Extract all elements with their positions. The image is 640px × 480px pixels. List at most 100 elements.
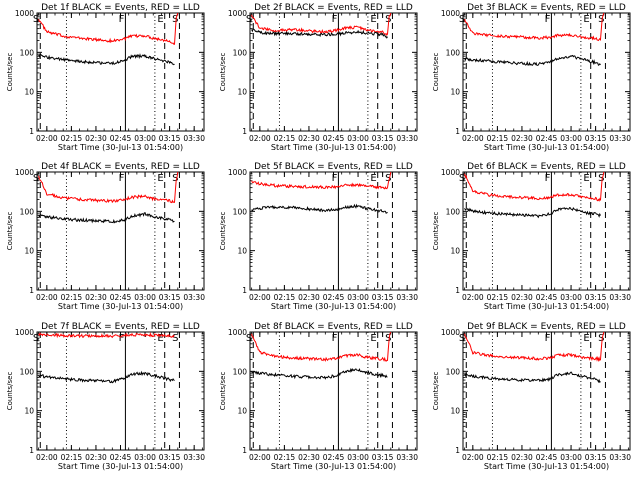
marker-label: E: [583, 333, 589, 344]
y-axis-label: Counts/sec: [432, 372, 440, 411]
x-axis-label: Start Time (30-Jul-13 01:54:00): [484, 143, 609, 152]
y-tick-label: 1: [242, 127, 247, 136]
y-axis-label: Counts/sec: [6, 372, 14, 411]
y-tick-label: 1: [29, 446, 34, 455]
panel-title: Det 5f BLACK = Events, RED = LLD: [254, 162, 413, 172]
y-tick-label: 1000: [15, 328, 34, 337]
y-axis-label: Counts/sec: [432, 212, 440, 251]
marker-label: S: [172, 333, 178, 344]
y-tick-label: 1000: [228, 168, 247, 177]
x-tick-label: 02:30: [85, 134, 107, 143]
panel-5: Det 5f BLACK = Events, RED = LLD Counts/s…: [219, 162, 418, 311]
x-tick-label: 02:45: [110, 453, 132, 462]
x-tick-label: 03:15: [159, 134, 181, 143]
y-tick-label: 1000: [441, 9, 460, 18]
marker-label: S: [172, 173, 178, 184]
x-tick-label: 03:15: [372, 293, 394, 302]
marker-label: F: [119, 14, 125, 25]
panel-title: Det 6f BLACK = Events, RED = LLD: [467, 162, 626, 172]
marker-label: S: [459, 14, 465, 25]
y-tick-label: 1000: [15, 168, 34, 177]
panel-7: Det 7f BLACK = Events, RED = LLD Counts/s…: [6, 322, 205, 471]
series-line-lld: [464, 13, 605, 42]
y-tick-label: 100: [233, 48, 248, 57]
y-axis-label: Counts/sec: [219, 372, 227, 411]
panel-title: Det 1f BLACK = Events, RED = LLD: [41, 3, 200, 13]
y-tick-label: 1: [455, 127, 460, 136]
panel-9: Det 9f BLACK = Events, RED = LLD Counts/s…: [432, 322, 631, 471]
y-tick-label: 1000: [15, 9, 34, 18]
x-tick-label: 03:15: [372, 453, 394, 462]
series-line-lld: [38, 172, 179, 204]
x-tick-label: 03:30: [609, 293, 631, 302]
x-tick-label: 02:45: [536, 134, 558, 143]
x-axis-label: Start Time (30-Jul-13 01:54:00): [58, 143, 183, 152]
panel-1: Det 1f BLACK = Events, RED = LLD Counts/s…: [6, 3, 205, 152]
marker-label: E: [370, 14, 376, 25]
marker-label: S: [33, 333, 39, 344]
series-line-events: [251, 28, 388, 39]
marker-label: E: [583, 173, 589, 184]
marker-label: F: [545, 333, 551, 344]
x-tick-label: 02:00: [36, 293, 58, 302]
marker-label: S: [598, 333, 604, 344]
y-tick-label: 10: [237, 407, 247, 416]
y-tick-label: 10: [450, 88, 460, 97]
x-tick-label: 02:00: [462, 134, 484, 143]
x-tick-label: 02:45: [110, 134, 132, 143]
series-line-events: [464, 206, 601, 219]
x-tick-label: 02:45: [323, 293, 345, 302]
x-tick-label: 02:45: [110, 293, 132, 302]
series-line-events: [38, 370, 175, 384]
y-axis-label: Counts/sec: [432, 53, 440, 92]
x-tick-label: 03:00: [560, 134, 582, 143]
marker-label: S: [598, 173, 604, 184]
x-tick-label: 03:15: [372, 134, 394, 143]
series-line-events: [38, 212, 175, 224]
series-line-lld: [251, 172, 392, 190]
y-tick-label: 10: [450, 247, 460, 256]
y-tick-label: 1000: [441, 168, 460, 177]
marker-label: E: [583, 14, 589, 25]
y-tick-label: 100: [233, 207, 248, 216]
x-tick-label: 02:30: [298, 293, 320, 302]
x-axis-label: Start Time (30-Jul-13 01:54:00): [271, 143, 396, 152]
x-tick-label: 03:00: [347, 293, 369, 302]
y-tick-label: 1: [455, 446, 460, 455]
x-tick-label: 02:30: [85, 453, 107, 462]
panel-2: Det 2f BLACK = Events, RED = LLD Counts/s…: [219, 3, 418, 152]
x-tick-label: 02:15: [274, 134, 296, 143]
x-tick-label: 03:00: [560, 453, 582, 462]
x-tick-label: 02:15: [61, 134, 83, 143]
y-tick-label: 10: [237, 247, 247, 256]
series-line-lld: [38, 332, 175, 339]
x-tick-label: 03:30: [183, 134, 205, 143]
panel-4: Det 4f BLACK = Events, RED = LLD Counts/s…: [6, 162, 205, 311]
x-tick-label: 03:00: [347, 134, 369, 143]
series-line-lld: [251, 332, 392, 362]
x-tick-label: 02:45: [323, 134, 345, 143]
marker-label: S: [246, 14, 252, 25]
y-tick-label: 10: [450, 407, 460, 416]
x-tick-label: 03:15: [159, 293, 181, 302]
series-line-events: [251, 367, 388, 380]
y-tick-label: 1: [29, 127, 34, 136]
y-axis-label: Counts/sec: [219, 212, 227, 251]
x-tick-label: 03:15: [585, 134, 607, 143]
y-tick-label: 1: [242, 446, 247, 455]
x-tick-label: 02:15: [487, 134, 509, 143]
marker-label: S: [598, 14, 604, 25]
x-tick-label: 02:00: [36, 453, 58, 462]
x-tick-label: 03:30: [396, 453, 418, 462]
y-tick-label: 1000: [228, 328, 247, 337]
marker-label: S: [459, 173, 465, 184]
x-tick-label: 03:30: [183, 453, 205, 462]
x-tick-label: 02:15: [274, 293, 296, 302]
y-axis-label: Counts/sec: [219, 53, 227, 92]
marker-label: F: [545, 14, 551, 25]
x-tick-label: 02:15: [61, 453, 83, 462]
y-tick-label: 1000: [441, 328, 460, 337]
x-tick-label: 02:00: [462, 293, 484, 302]
x-tick-label: 02:45: [536, 293, 558, 302]
